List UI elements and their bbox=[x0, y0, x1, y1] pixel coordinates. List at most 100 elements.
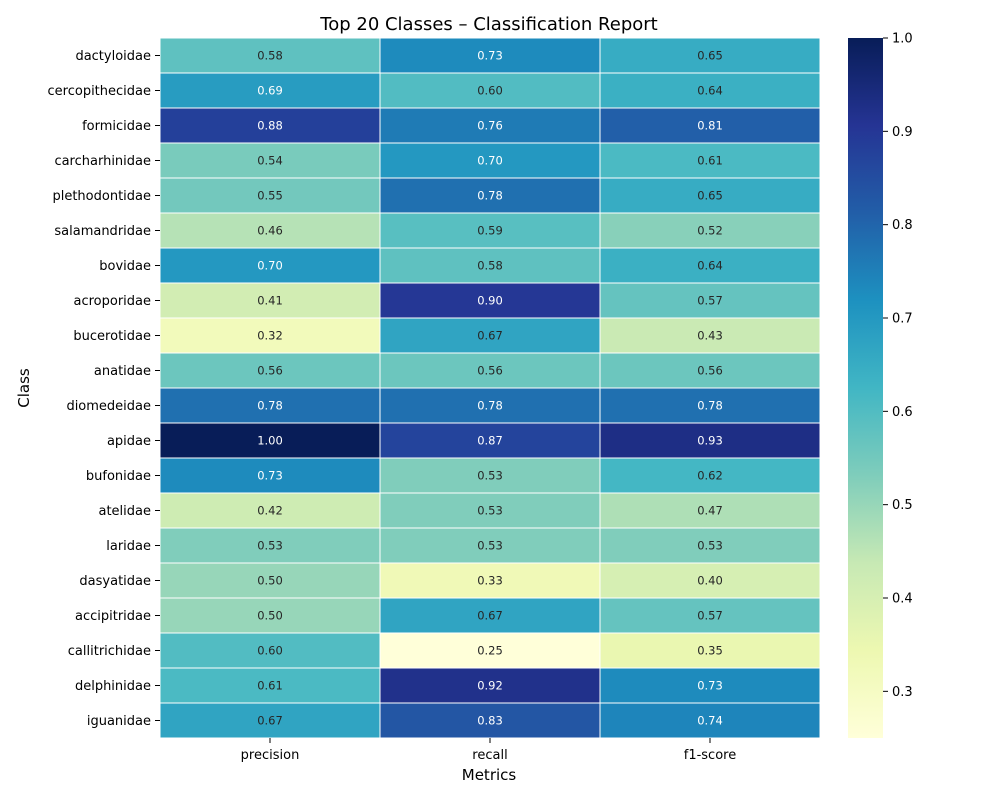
colorbar-tick-label: 0.3 bbox=[892, 685, 913, 700]
cell-value-label: 0.43 bbox=[697, 329, 723, 343]
cell-value-label: 0.64 bbox=[697, 84, 723, 98]
cell-value-label: 0.64 bbox=[697, 259, 723, 273]
heatmap-cell bbox=[379, 352, 601, 389]
cell-value-label: 0.53 bbox=[477, 469, 503, 483]
cell-value-label: 0.53 bbox=[477, 504, 503, 518]
cell-value-label: 1.00 bbox=[257, 434, 283, 448]
heatmap-cell bbox=[159, 282, 381, 319]
cell-value-label: 0.52 bbox=[697, 224, 723, 238]
heatmap-cell bbox=[599, 457, 821, 494]
heatmap-cell bbox=[159, 142, 381, 179]
colorbar-tick-label: 0.5 bbox=[892, 498, 913, 513]
heatmap-cell bbox=[379, 702, 601, 739]
colorbar-gradient bbox=[848, 38, 883, 738]
cell-value-label: 0.57 bbox=[697, 294, 723, 308]
y-tick-label: bufonidae bbox=[86, 469, 151, 484]
y-tick-label: dactyloidae bbox=[75, 49, 151, 64]
cell-value-label: 0.56 bbox=[477, 364, 503, 378]
heatmap-cell bbox=[379, 107, 601, 144]
colorbar-ticks: 0.3 0.4 0.5 0.6 0.7 0.8 0.9 1.0 bbox=[883, 32, 913, 700]
heatmap-cell bbox=[379, 632, 601, 669]
y-tick-label: atelidae bbox=[98, 504, 151, 519]
x-tick-label: f1-score bbox=[684, 748, 736, 763]
cell-value-label: 0.50 bbox=[257, 574, 283, 588]
y-tick-label: bucerotidae bbox=[73, 329, 151, 344]
y-tick-label: cercopithecidae bbox=[48, 84, 151, 99]
cell-value-label: 0.61 bbox=[697, 154, 723, 168]
y-tick-label: callitrichidae bbox=[68, 644, 151, 659]
y-tick-label: bovidae bbox=[99, 259, 151, 274]
cell-value-label: 0.81 bbox=[697, 119, 723, 133]
colorbar-tick-label: 0.6 bbox=[892, 405, 913, 420]
heatmap-cell bbox=[599, 247, 821, 284]
cell-value-label: 0.73 bbox=[697, 679, 723, 693]
cell-value-label: 0.46 bbox=[257, 224, 283, 238]
heatmap-cell bbox=[599, 597, 821, 634]
heatmap-cell bbox=[379, 247, 601, 284]
y-tick-label: acroporidae bbox=[73, 294, 151, 309]
cell-value-label: 0.25 bbox=[477, 644, 503, 658]
cell-value-label: 0.70 bbox=[257, 259, 283, 273]
cell-value-label: 0.40 bbox=[697, 574, 723, 588]
y-tick-label: iguanidae bbox=[87, 714, 151, 729]
heatmap-cell bbox=[599, 282, 821, 319]
heatmap-cell bbox=[599, 527, 821, 564]
y-tick-label: accipitridae bbox=[75, 609, 151, 624]
cell-value-label: 0.70 bbox=[477, 154, 503, 168]
heatmap-cell bbox=[599, 632, 821, 669]
cell-value-label: 0.67 bbox=[257, 714, 283, 728]
cell-value-label: 0.54 bbox=[257, 154, 283, 168]
cell-value-label: 0.60 bbox=[257, 644, 283, 658]
colorbar-tick-label: 0.4 bbox=[892, 592, 913, 607]
cell-value-label: 0.67 bbox=[477, 609, 503, 623]
cell-value-label: 0.53 bbox=[477, 539, 503, 553]
y-tick-label: carcharhinidae bbox=[54, 154, 151, 169]
heatmap-cell bbox=[599, 37, 821, 74]
colorbar-tick-label: 0.9 bbox=[892, 125, 913, 140]
cell-value-label: 0.67 bbox=[477, 329, 503, 343]
heatmap-cell bbox=[379, 282, 601, 319]
cell-value-label: 0.78 bbox=[257, 399, 283, 413]
x-tick-label: precision bbox=[241, 748, 300, 763]
heatmap-cell bbox=[159, 387, 381, 424]
cell-value-label: 0.32 bbox=[257, 329, 283, 343]
cell-value-label: 0.83 bbox=[477, 714, 503, 728]
colorbar-tick-label: 0.7 bbox=[892, 312, 913, 327]
heatmap-cell bbox=[599, 212, 821, 249]
cell-value-label: 0.73 bbox=[477, 49, 503, 63]
cell-value-label: 0.55 bbox=[257, 189, 283, 203]
heatmap-cell-labels: 0.58 0.73 0.65 0.69 0.60 0.64 0.88 0.76 0.81 0.54… bbox=[257, 49, 723, 728]
cell-value-label: 0.92 bbox=[477, 679, 503, 693]
cell-value-label: 0.65 bbox=[697, 49, 723, 63]
cell-value-label: 0.88 bbox=[257, 119, 283, 133]
cell-value-label: 0.76 bbox=[477, 119, 503, 133]
x-tick-labels: precision recall f1-score bbox=[241, 738, 736, 763]
heatmap-cell bbox=[159, 597, 381, 634]
cell-value-label: 0.33 bbox=[477, 574, 503, 588]
cell-value-label: 0.65 bbox=[697, 189, 723, 203]
cell-value-label: 0.42 bbox=[257, 504, 283, 518]
colorbar-tick-label: 1.0 bbox=[892, 32, 913, 47]
y-tick-label: apidae bbox=[107, 434, 151, 449]
heatmap-cell bbox=[379, 562, 601, 599]
cell-value-label: 0.78 bbox=[477, 189, 503, 203]
cell-value-label: 0.73 bbox=[257, 469, 283, 483]
heatmap-cell bbox=[159, 457, 381, 494]
heatmap-cell bbox=[379, 597, 601, 634]
y-axis-label: Class bbox=[15, 368, 33, 408]
cell-value-label: 0.47 bbox=[697, 504, 723, 518]
cell-value-label: 0.78 bbox=[697, 399, 723, 413]
cell-value-label: 0.53 bbox=[257, 539, 283, 553]
y-tick-label: plethodontidae bbox=[52, 189, 151, 204]
cell-value-label: 0.50 bbox=[257, 609, 283, 623]
y-tick-label: diomedeidae bbox=[66, 399, 151, 414]
heatmap-cell bbox=[379, 667, 601, 704]
heatmap-cell bbox=[379, 177, 601, 214]
cell-value-label: 0.56 bbox=[697, 364, 723, 378]
heatmap-cell bbox=[599, 317, 821, 354]
y-tick-label: dasyatidae bbox=[79, 574, 151, 589]
heatmap-cell bbox=[159, 492, 381, 529]
cell-value-label: 0.56 bbox=[257, 364, 283, 378]
cell-value-label: 0.90 bbox=[477, 294, 503, 308]
